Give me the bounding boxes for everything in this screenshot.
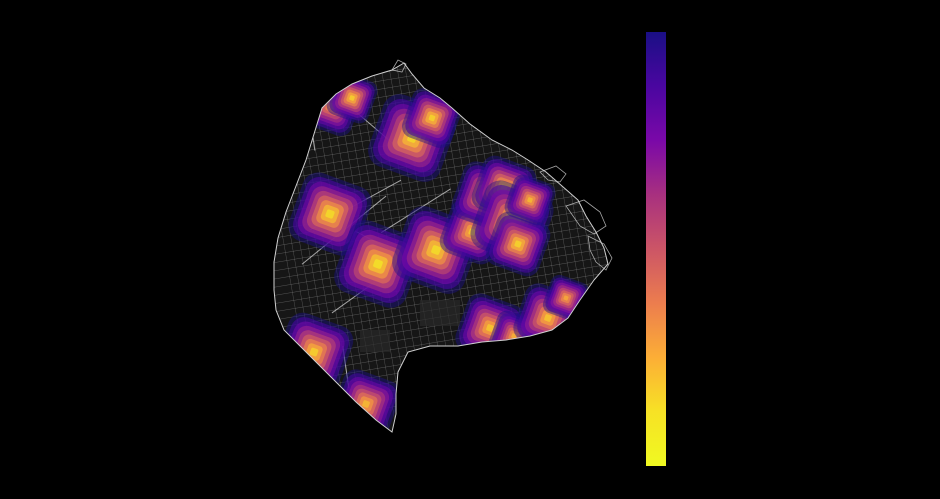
coastline-segment <box>587 235 613 271</box>
density-heatmap <box>274 72 590 432</box>
hotspot-southwest-b <box>331 369 401 432</box>
colorbar <box>646 32 666 466</box>
coastline-segment <box>565 199 607 235</box>
city-boundary <box>273 62 609 433</box>
hotspot-center <box>334 220 422 308</box>
coastline-segment <box>539 165 567 183</box>
coastline-segment <box>391 59 407 73</box>
hotspot-east-cluster-d <box>485 211 551 277</box>
hotspot-east-cluster-e <box>504 174 556 226</box>
hotspot-west <box>288 172 372 256</box>
colorbar-gradient <box>646 32 666 466</box>
port-coastline <box>391 59 613 271</box>
hotspot-southeast-d <box>542 274 590 322</box>
city-map <box>273 59 613 433</box>
